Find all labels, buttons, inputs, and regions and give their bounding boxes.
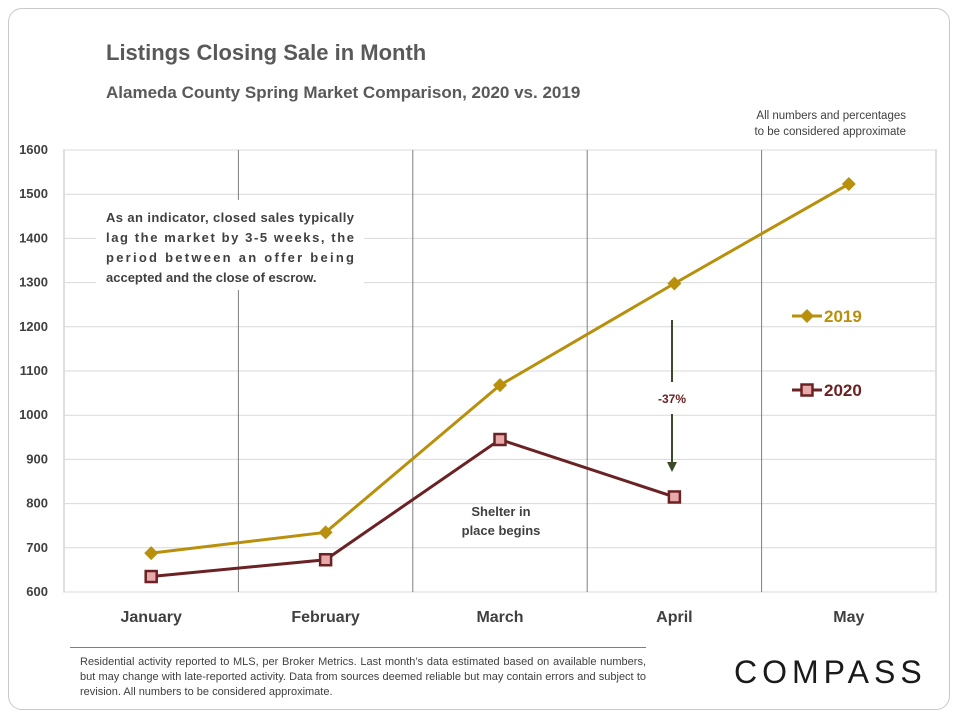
y-tick-label: 600 [26, 584, 48, 599]
legend-marker-2019 [800, 309, 814, 323]
y-tick-label: 1400 [19, 230, 48, 245]
note-line-2: to be considered approximate [754, 126, 906, 138]
data-point-2019 [318, 525, 333, 540]
data-point-2019 [841, 177, 856, 192]
y-tick-label: 900 [26, 451, 48, 466]
y-tick-label: 1100 [20, 363, 48, 378]
data-point-2020 [667, 490, 682, 504]
series-line-2020 [151, 437, 675, 579]
y-tick-label: 1600 [19, 142, 48, 157]
compass-logo: COMPASS [734, 654, 927, 690]
data-point-2019 [667, 276, 682, 291]
y-tick-label: 700 [26, 540, 48, 555]
indicator-annotation-line: As an indicator, closed sales typically [106, 210, 355, 225]
chart-card [8, 8, 950, 710]
y-tick-label: 1300 [19, 275, 48, 290]
x-tick-label: April [656, 609, 692, 626]
y-tick-label: 1500 [19, 186, 48, 201]
data-point-2019 [493, 378, 507, 393]
approximate-note: All numbers and percentages to be consid… [660, 108, 906, 140]
data-point-2019 [144, 546, 159, 561]
shelter-annotation-line: Shelter in [471, 504, 530, 519]
data-point-2020 [318, 552, 333, 567]
shelter-annotation-line: place begins [462, 523, 541, 538]
legend-label-2020: 2020 [824, 381, 862, 400]
y-tick-label: 1000 [19, 407, 48, 422]
indicator-box [96, 200, 364, 290]
x-tick-label: March [476, 609, 523, 626]
y-tick-label: 800 [26, 496, 48, 511]
x-tick-label: May [833, 609, 864, 626]
footer-divider [70, 647, 646, 648]
chart-subtitle: Alameda County Spring Market Comparison,… [106, 83, 581, 102]
x-tick-label: February [291, 609, 360, 626]
footer-disclaimer: Residential activity reported to MLS, pe… [80, 656, 646, 698]
legend-label-2019: 2019 [824, 307, 862, 326]
indicator-annotation-line: period between an offer being [106, 250, 354, 265]
note-line-1: All numbers and percentages [756, 110, 906, 122]
x-tick-label: January [121, 609, 182, 626]
change-arrow-head [667, 462, 677, 472]
chart-title: Listings Closing Sale in Month [106, 40, 427, 65]
y-tick-label: 1200 [19, 319, 48, 334]
data-point-2020 [493, 432, 507, 447]
indicator-annotation-line: accepted and the close of escrow. [106, 270, 316, 285]
change-percent-label: -37% [658, 392, 686, 406]
legend-marker-2020 [800, 383, 814, 397]
data-point-2020 [144, 569, 158, 584]
